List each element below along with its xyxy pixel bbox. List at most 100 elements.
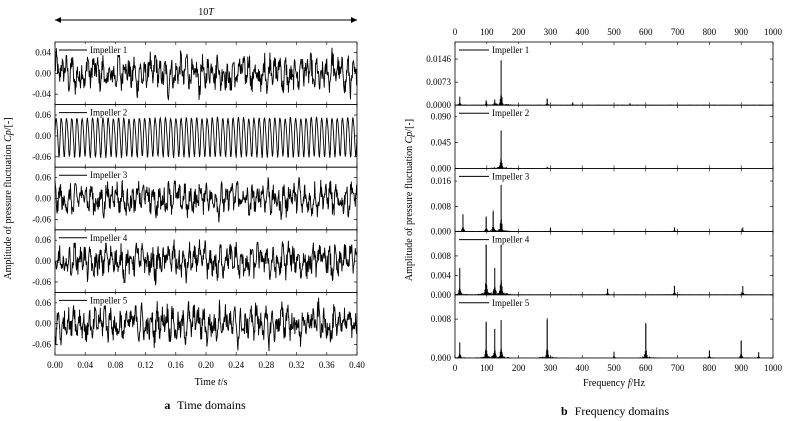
y-tick-label: 0.00: [35, 68, 51, 78]
series-line: [54, 297, 358, 352]
y-tick-label: 0.000: [431, 163, 452, 173]
y-tick-label: 0.06: [35, 235, 51, 245]
x-tick-label: 0: [453, 363, 458, 373]
y-tick-label: 0.000: [431, 353, 452, 363]
y-tick-label: 0.04: [35, 47, 51, 57]
legend-label: Impeller 2: [90, 108, 127, 118]
legend-label: Impeller 3: [492, 171, 530, 181]
spectrum-bars: [454, 210, 774, 232]
top-x-tick-label: 600: [639, 27, 653, 37]
legend-box: [57, 44, 141, 55]
y-tick-label: 0.00: [35, 194, 51, 204]
y-tick-label: 0.00: [35, 256, 51, 266]
y-tick-label: 0.090: [431, 112, 452, 122]
y-tick-label: -0.06: [32, 152, 51, 162]
x-tick-label: 500: [607, 363, 621, 373]
x-axis-label: Frequency f/Hz: [583, 378, 646, 389]
x-tick-label: 700: [671, 363, 685, 373]
x-axis-label-part: /Hz: [631, 378, 646, 389]
legend-label: Impeller 4: [90, 233, 128, 243]
freq-subplot-4: 0.008 0.004 0.000 Impeller 4: [431, 231, 774, 300]
y-tick-label: -0.06: [32, 214, 51, 224]
time-domain-panel: 10T 0.04 0.00 -0.04 Impeller 1 0.06 0.00 -0.06 I…: [3, 7, 365, 388]
y-axis-label-part: /[-]: [3, 117, 14, 130]
y-tick-label: 0.00: [35, 319, 51, 329]
y-axis-label: Amplitude of pressure fluctuation Cp/[-]: [3, 117, 14, 279]
y-tick-label: 0.008: [431, 201, 452, 211]
panel-b-caption: b Frequency domains: [561, 404, 669, 418]
x-tick-label: 0.36: [319, 360, 335, 370]
y-tick-label: 0.000: [431, 227, 452, 237]
y-tick-label: 0.000: [431, 290, 452, 300]
top-x-tick-label: 700: [671, 27, 685, 37]
legend-box: [57, 294, 141, 306]
frequency-domain-panel: 0 100 200 300 400 500 600 700 800 900 1000 0.01460.…: [404, 27, 783, 389]
x-tick-label: 1000: [764, 363, 783, 373]
top-x-tick-label: 0: [453, 27, 458, 37]
x-tick-label: 0.40: [349, 360, 365, 370]
legend-label: Impeller 1: [492, 45, 529, 55]
legend-box: [457, 44, 543, 55]
legend-box: [57, 231, 141, 243]
x-tick-label: 0.20: [198, 360, 214, 370]
legend-box: [457, 170, 543, 182]
y-tick-label: 0.045: [431, 138, 452, 148]
x-tick-label: 600: [639, 363, 653, 373]
x-axis-label-part: /s: [221, 377, 228, 388]
time-subplot-4: 0.06 0.00 -0.06 Impeller 4: [32, 229, 358, 293]
freq-subplot-3: 0.016 0.008 0.000 Impeller 3: [431, 167, 774, 237]
top-x-tick-label: 500: [607, 27, 621, 37]
top-x-tick-label: 1000: [764, 27, 783, 37]
x-tick-label: 0.04: [77, 360, 93, 370]
y-tick-label: 0.0073: [426, 77, 451, 87]
x-axis-label-part: Time: [195, 377, 218, 388]
y-tick-label: 0.06: [35, 110, 51, 120]
x-axis-label: Time t/s: [195, 377, 228, 388]
panel-b-letter: b: [561, 404, 568, 418]
freq-subplot-1: 0.0146 0.0073 0.0000 Impeller 1: [426, 41, 774, 110]
x-tick-label: 800: [703, 363, 717, 373]
y-tick-label: 0.00: [35, 131, 51, 141]
top-x-tick-label: 900: [734, 27, 748, 37]
spectrum-bars: [454, 318, 774, 358]
x-tick-label: 900: [734, 363, 748, 373]
top-x-tick-label: 200: [512, 27, 526, 37]
y-tick-label: -0.06: [32, 340, 51, 350]
x-tick-label: 0.16: [168, 360, 184, 370]
x-tick-label: 200: [512, 363, 526, 373]
top-x-tick-label: 400: [575, 27, 589, 37]
panel-b-caption-text: Frequency domains: [575, 404, 670, 418]
x-tick-label: 0.28: [259, 360, 275, 370]
x-axis-label-part: f: [628, 378, 632, 389]
legend-label: Impeller 3: [90, 170, 128, 180]
x-tick-label: 0.24: [228, 360, 244, 370]
panel-a-caption-text: Time domains: [177, 398, 246, 412]
panel-a-letter: a: [164, 398, 170, 412]
y-axis-label-part: Amplitude of pressure fluctuation: [404, 143, 415, 281]
y-tick-label: 0.016: [431, 176, 452, 186]
x-tick-label: 400: [575, 363, 589, 373]
series-line: [54, 177, 358, 223]
freq-subplot-5: 0.008 0.000 Impeller 5: [431, 294, 774, 363]
legend-box: [457, 233, 543, 245]
legend-label: Impeller 2: [492, 108, 529, 118]
x-tick-label: 0.08: [108, 360, 124, 370]
time-subplot-5: 0.06 0.00 -0.06 Impeller 5: [32, 291, 358, 356]
y-axis-label-part: Cp: [404, 132, 415, 144]
legend-label: Impeller 1: [90, 45, 127, 55]
series-line: [54, 116, 358, 159]
y-tick-label: -0.04: [32, 89, 51, 99]
top-x-tick-label: 300: [544, 27, 558, 37]
spectrum-bars: [454, 242, 774, 295]
y-tick-label: 0.008: [431, 251, 452, 261]
top-x-tick-label: 800: [703, 27, 717, 37]
y-tick-label: -0.06: [32, 277, 51, 287]
x-tick-label: 100: [480, 363, 494, 373]
x-axis-label-part: t: [218, 377, 221, 388]
legend-label: Impeller 4: [492, 235, 530, 245]
y-axis-label-part: /[-]: [404, 119, 415, 132]
x-tick-label: 300: [544, 363, 558, 373]
y-tick-label: 0.06: [35, 173, 51, 183]
legend-label: Impeller 5: [492, 298, 530, 308]
